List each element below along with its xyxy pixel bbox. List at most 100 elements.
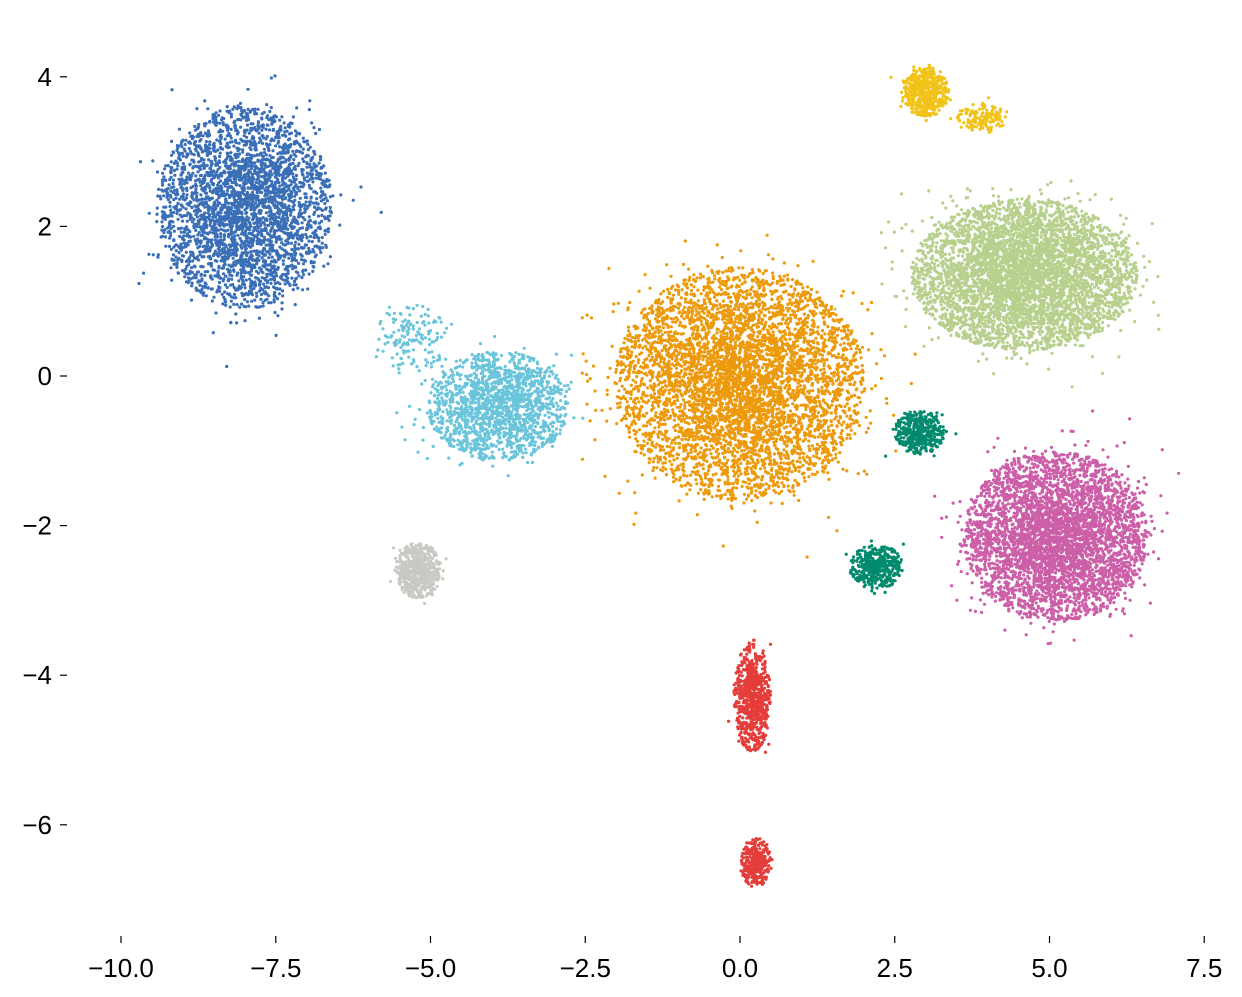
scatter-point bbox=[275, 172, 278, 175]
scatter-point bbox=[324, 208, 327, 211]
scatter-point bbox=[217, 211, 220, 214]
scatter-point bbox=[516, 367, 519, 370]
scatter-point bbox=[167, 164, 170, 167]
scatter-point bbox=[255, 259, 258, 262]
scatter-point bbox=[183, 231, 186, 234]
scatter-point bbox=[244, 258, 247, 261]
scatter-point bbox=[176, 193, 179, 196]
scatter-point bbox=[172, 253, 175, 256]
scatter-point bbox=[250, 300, 253, 303]
scatter-point bbox=[308, 108, 311, 111]
scatter-point bbox=[271, 256, 274, 259]
scatter-point bbox=[222, 264, 225, 267]
scatter-point bbox=[551, 425, 554, 428]
scatter-point bbox=[428, 401, 431, 404]
scatter-point bbox=[251, 197, 254, 200]
scatter-point bbox=[269, 139, 272, 142]
scatter-point bbox=[230, 202, 233, 205]
scatter-point bbox=[555, 353, 558, 356]
scatter-point bbox=[254, 214, 257, 217]
scatter-point bbox=[408, 313, 411, 316]
scatter-point bbox=[284, 282, 287, 285]
scatter-point bbox=[418, 408, 421, 411]
scatter-point bbox=[186, 154, 189, 157]
scatter-point bbox=[516, 426, 519, 429]
scatter-point bbox=[490, 429, 493, 432]
scatter-point bbox=[445, 402, 448, 405]
scatter-point bbox=[516, 375, 519, 378]
scatter-point bbox=[169, 209, 172, 212]
scatter-point bbox=[295, 149, 298, 152]
scatter-point bbox=[276, 238, 279, 241]
scatter-point bbox=[284, 126, 287, 129]
scatter-point bbox=[498, 427, 501, 430]
scatter-point bbox=[531, 461, 534, 464]
scatter-point bbox=[444, 385, 447, 388]
scatter-point bbox=[470, 362, 473, 365]
scatter-point bbox=[160, 229, 163, 232]
scatter-point bbox=[224, 304, 227, 307]
scatter-point bbox=[227, 133, 230, 136]
scatter-point bbox=[508, 458, 511, 461]
scatter-point bbox=[174, 255, 177, 258]
scatter-point bbox=[293, 246, 296, 249]
scatter-point bbox=[241, 218, 244, 221]
scatter-point bbox=[386, 341, 389, 344]
scatter-point bbox=[311, 156, 314, 159]
scatter-point bbox=[185, 187, 188, 190]
scatter-point bbox=[437, 316, 440, 319]
scatter-series-2 bbox=[375, 304, 585, 478]
scatter-point bbox=[277, 203, 280, 206]
scatter-point bbox=[300, 239, 303, 242]
scatter-point bbox=[172, 239, 175, 242]
scatter-point bbox=[570, 354, 573, 357]
scatter-point bbox=[513, 361, 516, 364]
scatter-point bbox=[501, 388, 504, 391]
scatter-point bbox=[306, 139, 309, 142]
scatter-point bbox=[278, 129, 281, 132]
scatter-point bbox=[243, 131, 246, 134]
scatter-point bbox=[195, 195, 198, 198]
scatter-point bbox=[247, 108, 250, 111]
scatter-point bbox=[183, 148, 186, 151]
scatter-point bbox=[229, 155, 232, 158]
scatter-point bbox=[454, 384, 457, 387]
scatter-point bbox=[291, 267, 294, 270]
scatter-point bbox=[274, 184, 277, 187]
scatter-point bbox=[311, 177, 314, 180]
scatter-point bbox=[229, 173, 232, 176]
scatter-point bbox=[172, 150, 175, 153]
scatter-point bbox=[257, 238, 260, 241]
scatter-point bbox=[213, 269, 216, 272]
scatter-point bbox=[424, 358, 427, 361]
scatter-point bbox=[180, 260, 183, 263]
scatter-point bbox=[417, 332, 420, 335]
scatter-point bbox=[168, 183, 171, 186]
scatter-point bbox=[549, 412, 552, 415]
scatter-point bbox=[180, 215, 183, 218]
scatter-point bbox=[186, 232, 189, 235]
scatter-point bbox=[321, 242, 324, 245]
scatter-point bbox=[512, 456, 515, 459]
scatter-point bbox=[230, 229, 233, 232]
scatter-point bbox=[302, 246, 305, 249]
scatter-point bbox=[209, 221, 212, 224]
scatter-point bbox=[459, 412, 462, 415]
scatter-point bbox=[491, 456, 494, 459]
scatter-point bbox=[195, 276, 198, 279]
scatter-point bbox=[397, 367, 400, 370]
scatter-point bbox=[500, 367, 503, 370]
scatter-point bbox=[187, 258, 190, 261]
scatter-point bbox=[246, 300, 249, 303]
scatter-point bbox=[204, 144, 207, 147]
scatter-point bbox=[452, 380, 455, 383]
scatter-point bbox=[539, 401, 542, 404]
scatter-point bbox=[241, 176, 244, 179]
scatter-point bbox=[247, 187, 250, 190]
scatter-point bbox=[317, 215, 320, 218]
scatter-point bbox=[444, 358, 447, 361]
scatter-point bbox=[324, 233, 327, 236]
scatter-point bbox=[248, 278, 251, 281]
scatter-point bbox=[245, 237, 248, 240]
scatter-point bbox=[491, 451, 494, 454]
